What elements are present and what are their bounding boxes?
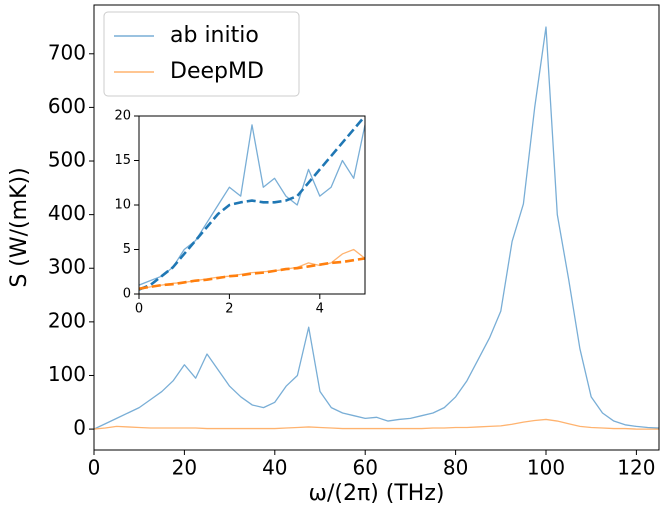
y-tick-label: 0 bbox=[73, 416, 86, 440]
y-tick-label: 10 bbox=[114, 198, 131, 213]
y-axis-label: S (W/(mK)) bbox=[7, 167, 32, 287]
legend-label: DeepMD bbox=[170, 59, 264, 84]
series-line bbox=[139, 257, 365, 290]
x-tick-label: 0 bbox=[88, 456, 101, 480]
x-tick-label: 20 bbox=[172, 456, 197, 480]
x-tick-label: 40 bbox=[262, 456, 287, 480]
y-tick-label: 700 bbox=[48, 40, 86, 64]
x-tick-label: 2 bbox=[225, 301, 233, 316]
legend-label: ab initio bbox=[170, 23, 259, 48]
x-tick-label: 120 bbox=[617, 456, 655, 480]
series-line bbox=[94, 26, 659, 430]
y-tick-label: 500 bbox=[48, 148, 86, 172]
series-line bbox=[139, 116, 365, 291]
y-tick-label: 0 bbox=[123, 287, 131, 302]
y-tick-label: 300 bbox=[48, 255, 86, 279]
y-tick-label: 5 bbox=[123, 242, 131, 257]
y-tick-label: 100 bbox=[48, 362, 86, 386]
series-line bbox=[94, 418, 659, 430]
x-tick-label: 0 bbox=[135, 301, 143, 316]
plot-lines bbox=[94, 26, 659, 430]
legend-box bbox=[103, 11, 300, 97]
x-tick-label: 60 bbox=[352, 456, 377, 480]
y-tick-label: 400 bbox=[48, 201, 86, 225]
axes-frame bbox=[93, 4, 660, 451]
x-tick-label: 4 bbox=[316, 301, 324, 316]
plot-lines bbox=[139, 116, 365, 291]
x-tick-label: 80 bbox=[443, 456, 468, 480]
y-tick-label: 20 bbox=[114, 109, 131, 124]
y-tick-label: 600 bbox=[48, 94, 86, 118]
x-tick-label: 100 bbox=[527, 456, 565, 480]
y-tick-label: 15 bbox=[114, 153, 131, 168]
y-tick-label: 200 bbox=[48, 308, 86, 332]
x-axis-label: ω/(2π) (THz) bbox=[309, 481, 445, 506]
